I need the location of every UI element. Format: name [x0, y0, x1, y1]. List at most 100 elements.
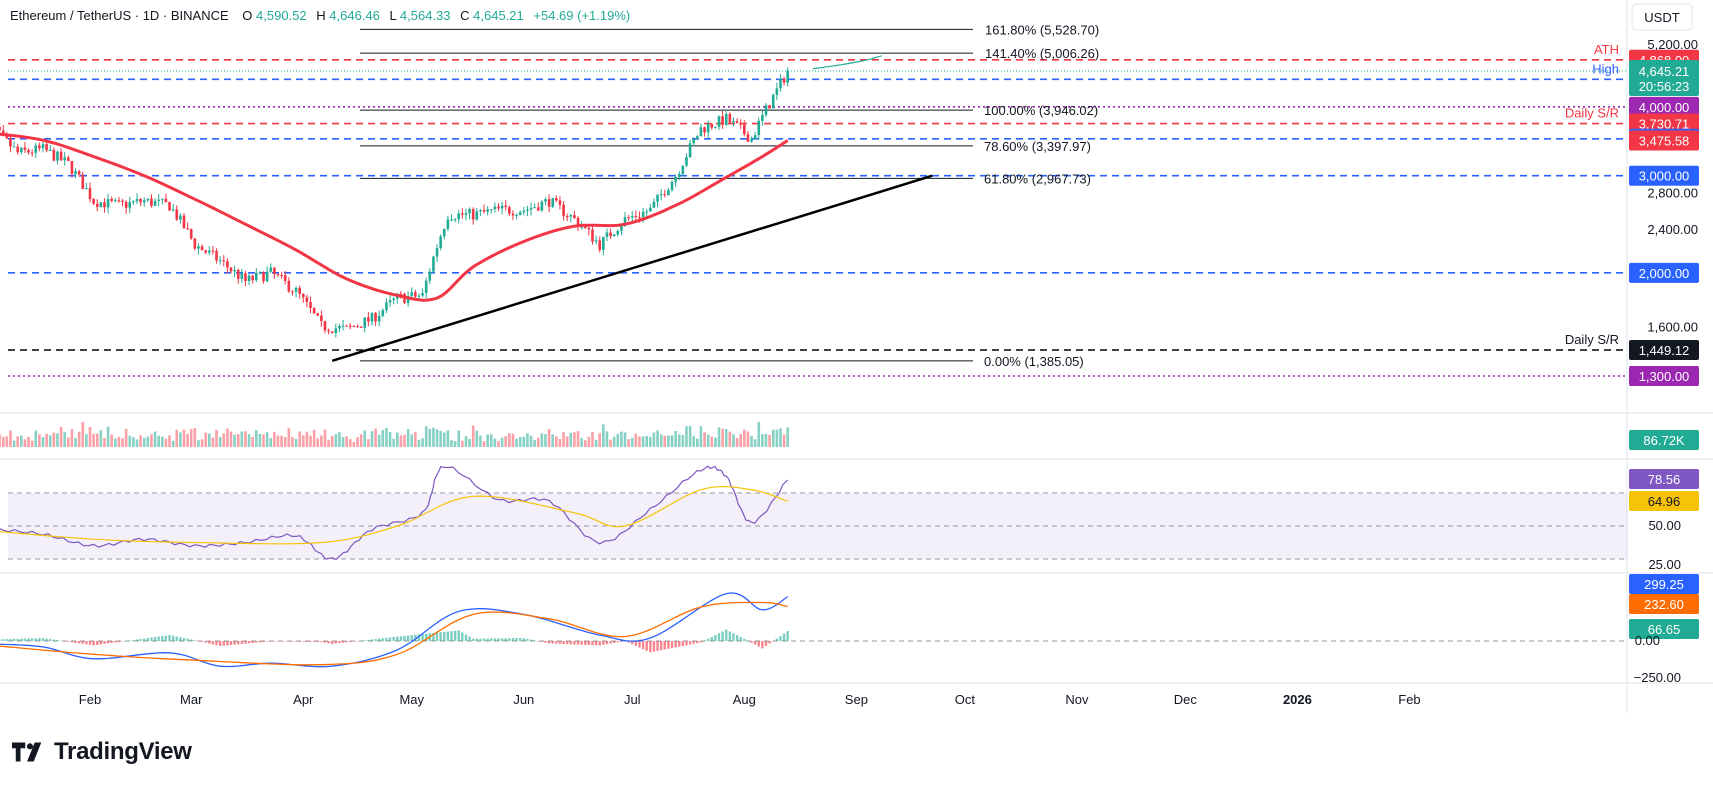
volume-bar [616, 433, 620, 447]
macd-hist-bar [208, 641, 211, 644]
macd-hist-bar [135, 639, 139, 641]
candle-body [301, 293, 305, 298]
candle-body [236, 270, 240, 279]
volume-bar [186, 433, 189, 447]
macd-hist-bar [457, 630, 460, 641]
volume-bar [623, 432, 627, 447]
macd-hist-bar [56, 640, 59, 641]
macd-hist-bar [537, 641, 540, 642]
macd-hist-bar [110, 641, 113, 643]
candle-body [735, 121, 739, 124]
macd-hist-bar [67, 641, 70, 642]
volume-bar [236, 434, 240, 447]
volume-bar [399, 435, 403, 447]
candle-body [464, 213, 468, 215]
macd-hist-bar [768, 641, 771, 644]
candle-body [161, 198, 164, 200]
volume-bar [334, 434, 338, 447]
volume-bar [338, 432, 341, 447]
time-axis-ticks: Feb Mar Apr May Jun Jul Aug Sep Oct Nov Dec 2026 Feb [79, 692, 1421, 707]
candle-body [56, 151, 59, 161]
candle-body [688, 143, 692, 158]
macd-hist-bar [226, 641, 229, 646]
macd-hist-bar [674, 641, 677, 648]
currency-button[interactable] [1631, 3, 1693, 31]
volume-bar [692, 436, 696, 447]
volume-bar [247, 434, 251, 447]
volume-bar [674, 431, 677, 447]
macd-hist-bar [143, 638, 146, 641]
macd-tick-0: 0.00 [1635, 633, 1660, 648]
macd-hist-bar [529, 639, 533, 641]
volume-bar [9, 430, 12, 447]
volume-bar [746, 431, 750, 447]
time-tick-label: Jun [513, 692, 534, 707]
volume-bar [728, 431, 732, 447]
volume-bar [569, 432, 573, 447]
macd-hist-bar [157, 636, 160, 641]
level-note-7: Daily S/R [1565, 332, 1619, 347]
hist-badge-bg [1629, 619, 1699, 639]
macd-hist-bar [312, 641, 316, 642]
candle-body [193, 238, 197, 249]
volume-bar [56, 433, 59, 447]
volume-bar [479, 435, 482, 447]
volume-bar [750, 435, 753, 447]
volume-bar [493, 438, 497, 447]
volume-bar [786, 427, 789, 447]
macd-hist-bar [128, 640, 131, 642]
macd-hist-bar [388, 637, 392, 641]
macd-hist-bar [598, 641, 601, 646]
volume-bar [67, 437, 70, 447]
volume-bar [406, 428, 410, 447]
level-badge-7-bg [1629, 339, 1699, 360]
candle-body [0, 127, 1, 131]
tradingview-logo[interactable]: TradingView [12, 738, 192, 766]
macd-hist-bar [526, 638, 529, 641]
macd-hist-bar [262, 641, 265, 642]
volume-bar [59, 427, 63, 447]
volume-bar [356, 437, 359, 447]
volume-bar [215, 429, 218, 447]
volume-bar [605, 431, 609, 447]
candle-body [753, 135, 757, 139]
macd-hist-bar [305, 641, 309, 642]
candle-body [511, 213, 515, 216]
macd-hist-bar [352, 641, 356, 642]
volume-bar [218, 437, 222, 447]
macd-hist-bar [385, 637, 388, 641]
candle-body [117, 200, 121, 202]
macd-hist-bar [186, 638, 189, 641]
candle-body [761, 114, 764, 121]
rsi-line [0, 465, 789, 561]
volume-bar [594, 439, 598, 447]
fib-label-4: 61.80% (2,967.73) [984, 171, 1091, 186]
candle-body [591, 229, 594, 242]
macd-hist-bar [547, 641, 551, 644]
hist-badge-text: 66.65 [1648, 622, 1681, 637]
candle-body [732, 121, 735, 123]
volume-bar [724, 429, 728, 447]
volume-bar [710, 436, 714, 447]
volume-bar [370, 431, 374, 447]
macd-hist-bar [190, 639, 193, 641]
candle-body [547, 199, 551, 207]
macd-hist-bar [96, 641, 99, 645]
candle-body [204, 250, 207, 253]
macd-hist-bar [732, 633, 735, 641]
candle-body [598, 240, 602, 250]
time-tick-label: Aug [733, 692, 756, 707]
volume-bar [171, 440, 175, 447]
macd-hist-bar [471, 638, 475, 641]
volume-bar [634, 433, 638, 447]
candle-body [309, 301, 312, 309]
macd-hist-bar [565, 641, 569, 645]
macd-hist-bar [117, 641, 121, 642]
volume-bar [312, 429, 316, 447]
volume-bar [659, 434, 663, 447]
volume-bar [106, 426, 110, 447]
macd-hist-bar [576, 641, 580, 645]
volume-bar [157, 435, 160, 447]
